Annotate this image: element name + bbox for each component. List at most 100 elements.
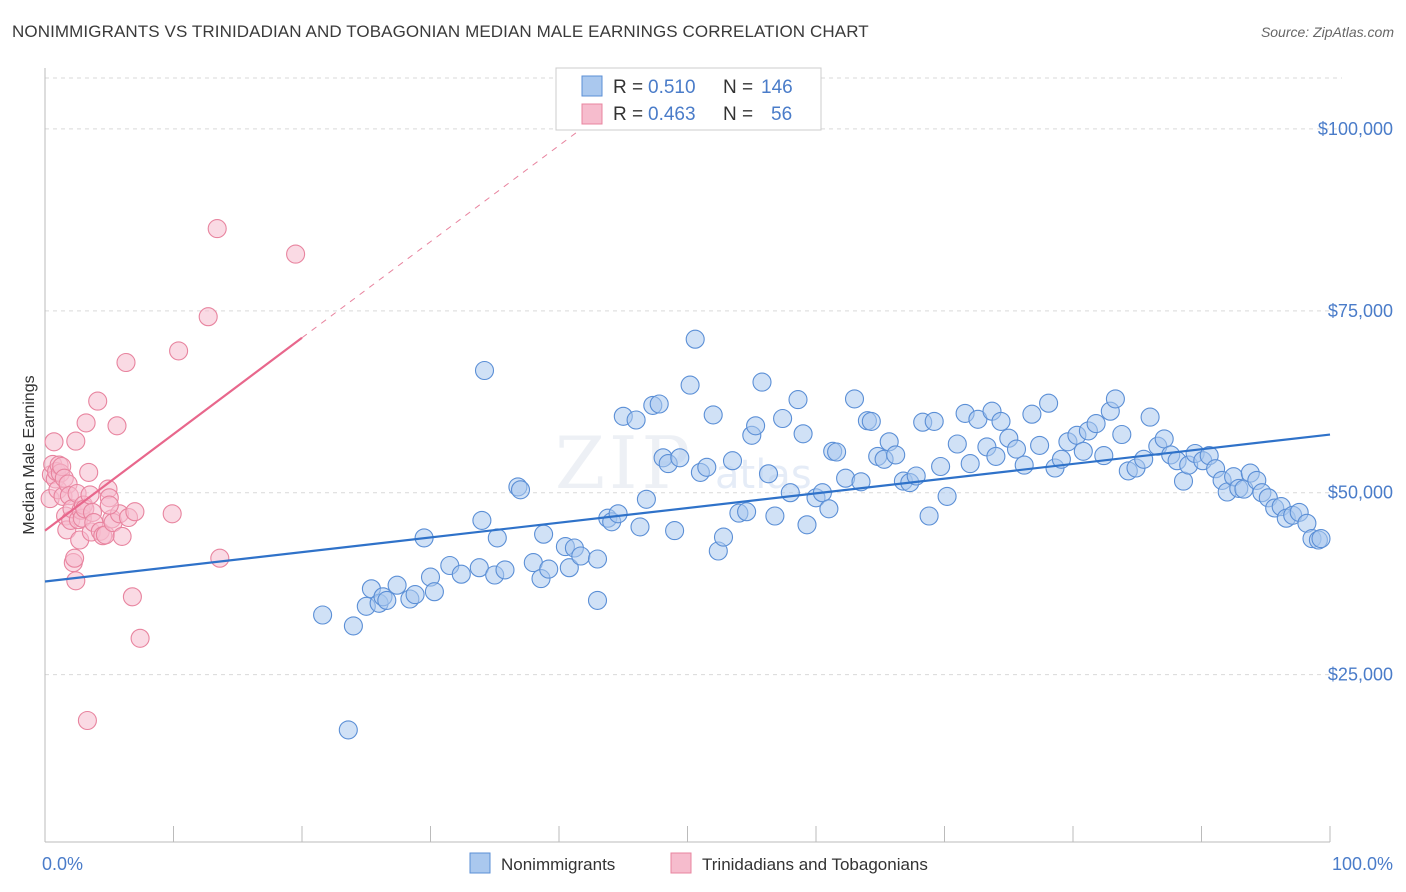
trend-line-nonimmigrants <box>44 433 1331 583</box>
nonimmigrants-point <box>608 504 628 524</box>
y-tick-label: $25,000 <box>1328 665 1393 685</box>
nonimmigrants-point <box>991 411 1011 431</box>
trinidadian-point <box>286 244 306 264</box>
trend-line-trinidadians-extension <box>301 106 611 339</box>
trinidadian-point <box>207 219 227 239</box>
y-axis-label: Median Male Earnings <box>21 375 38 534</box>
nonimmigrants-point <box>947 434 967 454</box>
nonimmigrants-point <box>746 416 766 436</box>
x-tick-label-end: 100.0% <box>1332 854 1393 874</box>
trinidadian-point <box>125 502 145 522</box>
nonimmigrants-point <box>1154 429 1174 449</box>
nonimmigrants-point <box>737 502 757 522</box>
nonimmigrants-point <box>773 408 793 429</box>
nonimmigrants-point <box>474 360 495 381</box>
nonimmigrants-point <box>924 411 944 431</box>
stats-swatch-pink <box>581 103 603 125</box>
nonimmigrants-point <box>697 457 717 477</box>
bottom-legend: Nonimmigrants Trinidadians and Tobagonia… <box>469 852 928 874</box>
trinidadian-point <box>79 462 99 482</box>
nonimmigrants-point <box>827 442 847 462</box>
nonimmigrants-point <box>1112 424 1132 445</box>
trinidadian-point <box>198 307 218 327</box>
nonimmigrants-point <box>338 720 358 740</box>
nonimmigrants-point <box>851 472 871 492</box>
nonimmigrants-point <box>1022 404 1042 424</box>
trinidadian-point <box>210 548 230 568</box>
nonimmigrants-point <box>670 448 690 468</box>
nonimmigrants-point <box>387 575 407 595</box>
trinidadian-point <box>122 587 142 607</box>
nonimmigrants-point <box>649 394 669 414</box>
nonimmigrants-point <box>451 564 471 584</box>
nonimmigrants-point <box>343 616 363 636</box>
stats-n-value-pink: 56 <box>771 104 792 125</box>
nonimmigrants-point <box>793 424 813 444</box>
stats-swatch-blue <box>581 75 603 97</box>
trinidadian-point <box>107 416 127 436</box>
stats-n-value-blue: 146 <box>761 77 793 98</box>
nonimmigrants-point <box>780 483 800 503</box>
nonimmigrants-point <box>559 558 579 578</box>
nonimmigrants-point <box>919 506 939 526</box>
nonimmigrants-point <box>960 454 980 474</box>
y-tick-label: $100,000 <box>1318 119 1393 139</box>
nonimmigrants-point <box>861 411 881 431</box>
trinidadian-point <box>99 495 119 515</box>
nonimmigrants-point <box>630 517 650 537</box>
nonimmigrants-point <box>1006 439 1027 459</box>
nonimmigrants-point <box>1086 414 1106 434</box>
nonimmigrants-point <box>510 480 531 500</box>
trinidadian-point <box>66 571 86 591</box>
nonimmigrants-point <box>1140 407 1160 427</box>
trinidadian-point <box>76 413 96 433</box>
stats-n-label-blue: N = <box>723 77 753 98</box>
nonimmigrants-point <box>495 560 515 580</box>
nonimmigrants-point <box>819 499 839 519</box>
nonimmigrants-point <box>722 451 743 471</box>
nonimmigrants-point <box>765 506 785 526</box>
y-tick-label: $75,000 <box>1328 301 1393 321</box>
chart-title: NONIMMIGRANTS VS TRINIDADIAN AND TOBAGON… <box>12 22 869 41</box>
legend-swatch-trinidadians <box>670 852 692 874</box>
nonimmigrants-point <box>703 405 723 425</box>
nonimmigrants-point <box>1173 471 1194 491</box>
stats-r-value-blue: 0.510 <box>648 77 696 98</box>
y-tick-label: $50,000 <box>1328 483 1393 503</box>
nonimmigrants-point <box>1014 455 1034 475</box>
trinidadian-point <box>88 391 108 411</box>
stats-r-label-blue: R = <box>613 77 643 98</box>
nonimmigrants-point <box>986 446 1006 466</box>
nonimmigrants-point <box>313 605 333 625</box>
nonimmigrants-point <box>405 585 425 605</box>
stats-r-value-pink: 0.463 <box>648 104 696 125</box>
nonimmigrants-point <box>886 445 906 465</box>
nonimmigrants-point <box>1134 449 1154 469</box>
nonimmigrants-point <box>797 515 817 535</box>
nonimmigrants-point <box>685 329 705 349</box>
legend-swatch-nonimmigrants <box>469 852 491 874</box>
nonimmigrants-point <box>587 590 608 610</box>
nonimmigrants-point <box>1105 389 1125 409</box>
nonimmigrants-point <box>937 486 957 506</box>
legend-label-nonimmigrants: Nonimmigrants <box>501 855 615 874</box>
nonimmigrants-point <box>844 389 865 409</box>
trinidadian-point <box>77 710 97 731</box>
nonimmigrants-point <box>713 527 734 547</box>
nonimmigrants-point <box>469 558 489 578</box>
trinidadian-point <box>66 431 86 451</box>
nonimmigrants-point <box>968 409 988 429</box>
nonimmigrants-point <box>472 510 492 530</box>
points-layer <box>40 219 1331 740</box>
x-tick-label-start: 0.0% <box>42 854 83 874</box>
nonimmigrants-point <box>636 489 656 509</box>
trinidadian-point <box>169 341 189 361</box>
nonimmigrants-point <box>1030 435 1050 455</box>
nonimmigrants-point <box>539 559 559 579</box>
trend-layer <box>44 106 1331 583</box>
nonimmigrants-point <box>377 590 397 610</box>
trinidadian-point <box>65 548 85 568</box>
nonimmigrants-point <box>758 464 779 484</box>
trinidadian-point <box>112 526 132 546</box>
